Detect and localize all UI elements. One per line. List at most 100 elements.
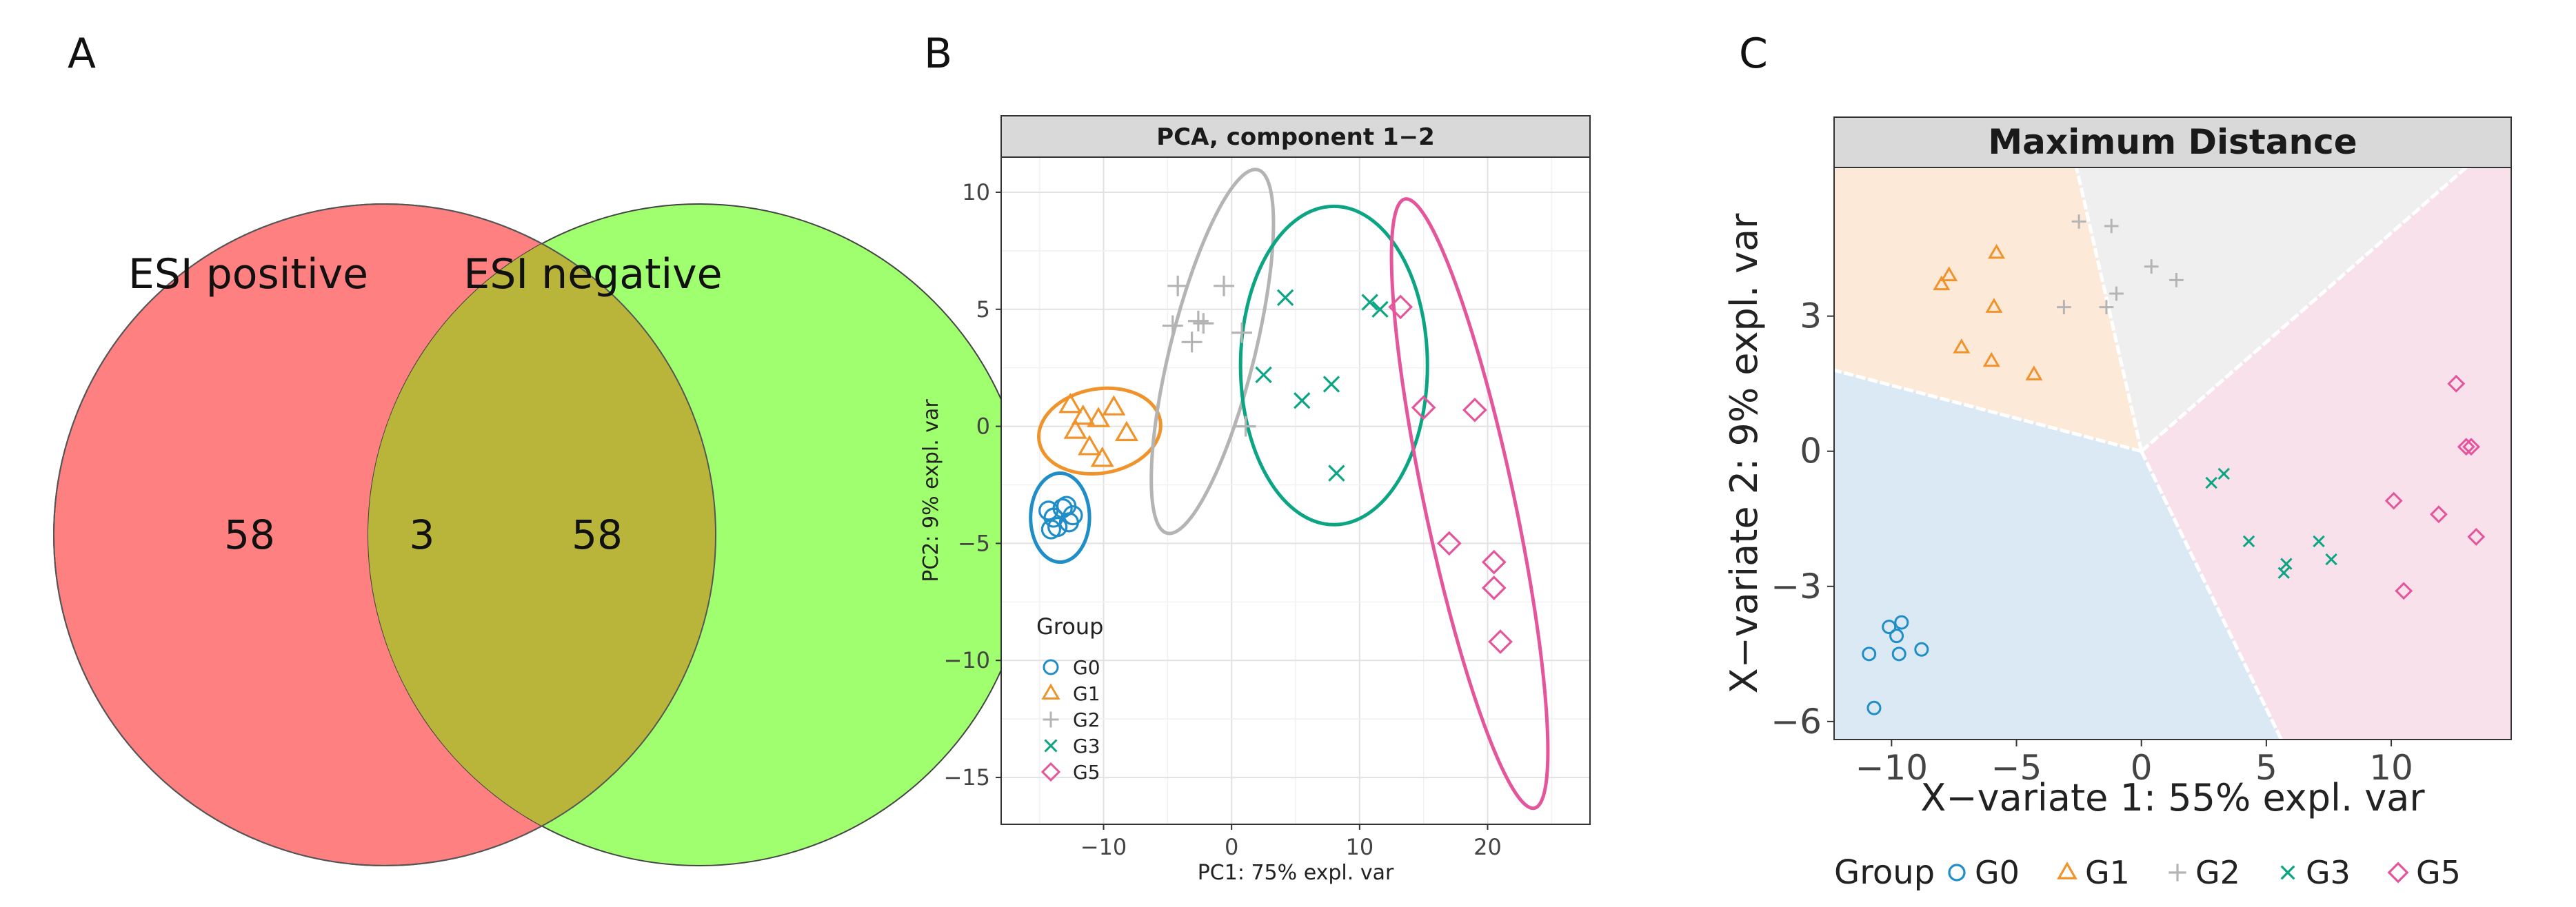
plsda-region-boundary [2075,167,2144,452]
pca-point-g5 [1411,395,1436,420]
plsda-legend-label-g1: G1 [2085,854,2130,891]
pca-y-tick-label: 5 [976,296,990,323]
plsda-point-g0 [1891,646,1906,662]
pca-legend: Group G0 G1 G2 G3 G5 [1036,613,1103,784]
pca-point-g1 [1087,407,1111,427]
pca-x-ticks: −10 0 10 20 [1080,824,1502,860]
plsda-point-g2 [2099,300,2114,314]
plsda-x-tick-label: 10 [2369,748,2413,788]
pca-point-g2 [1167,275,1189,296]
plsda-point-g2 [2169,273,2184,287]
plsda-point-g5 [2462,438,2480,456]
pca-legend-key-g0 [1043,659,1059,675]
pca-point-g1 [1114,420,1139,442]
pca-point-g3 [1255,366,1272,384]
plsda-point-g2 [2057,300,2071,314]
venn-left-title: ESI positive [128,250,368,298]
venn-right-title: ESI negative [463,250,722,298]
pca-point-g2 [1193,313,1214,334]
pca-point-g5 [1388,294,1413,320]
plsda-title-strip [1833,116,2512,168]
pca-point-g3 [1371,300,1389,318]
plsda-region-boundary [1834,368,2142,454]
plsda-point-g3 [2313,535,2325,548]
plsda-point-g3 [2205,476,2217,489]
plsda-legend-label-g2: G2 [2195,854,2240,891]
plsda-region-g5 [2141,167,2511,740]
pca-point-g3 [1294,392,1311,409]
pca-point-g5 [1488,629,1513,654]
plsda-point-g3 [2217,467,2230,480]
plsda-legend-label-g3: G3 [2306,854,2351,891]
pca-point-g1 [1078,435,1102,456]
venn-overlap-region [368,204,716,866]
pca-point-g2 [1231,322,1252,343]
pca-x-tick-label: 0 [1225,834,1238,860]
plsda-legend-key-g5 [2387,862,2409,884]
pca-ellipse-g5 [1389,197,1550,811]
plsda-point-g1 [1940,266,1958,282]
plsda-points [1862,214,2486,715]
plsda-point-g0 [1882,620,1897,635]
plsda-x-tick-label: 0 [2131,748,2153,788]
pca-legend-key-g1 [1041,683,1060,700]
plsda-y-tick-label: 0 [1800,431,1822,471]
pca-legend-label-g1: G1 [1073,682,1100,705]
plsda-x-ticks: −10 −5 0 5 10 [1855,740,2413,788]
plsda-x-label: X−variate 1: 55% expl. var [1920,776,2425,819]
panel-c: C Maximum Distance −10 −5 0 5 10 3 0 −3 −6 X−va… [1722,30,2512,892]
pca-ellipse-g2 [1149,167,1276,536]
pca-point-g1 [1063,418,1087,439]
plsda-point-g2 [2104,218,2119,234]
plsda-legend: Group G0 G1 G2 G3 G5 [1834,853,2461,892]
plsda-point-g1 [1985,298,2003,313]
pca-y-label: PC2: 9% expl. var [919,399,943,582]
plsda-legend-key-g2 [2169,864,2186,881]
plsda-point-g5 [2467,527,2486,546]
plsda-background-regions [1834,167,2511,740]
plsda-region-boundary [2140,450,2283,740]
plsda-point-g3 [2242,535,2255,548]
panel-label-c: C [1739,30,1768,78]
plsda-point-g1 [2025,365,2043,380]
venn-overlap-count: 3 [410,511,435,558]
plsda-y-tick-label: 3 [1800,296,1822,336]
plsda-region-boundary [2140,167,2468,453]
pca-point-g5 [1481,575,1507,600]
pca-point-g2 [1181,332,1203,353]
plsda-legend-key-g3 [2280,865,2295,880]
pca-y-tick-label: −15 [943,764,990,791]
pca-title: PCA, component 1−2 [1156,123,1435,151]
pca-y-tick-label: −10 [943,647,990,673]
pca-gridlines [1001,157,1590,824]
pca-point-g2 [1214,275,1234,296]
pca-point-g2 [1162,315,1183,336]
plsda-x-tick-label: 5 [2255,748,2277,788]
pca-point-g1 [1090,447,1114,467]
plsda-legend-key-g1 [2057,862,2077,879]
pca-y-tick-label: 10 [962,179,990,205]
pca-point-g5 [1462,397,1487,422]
pca-y-tick-label: −5 [958,530,990,556]
plsda-y-ticks: 3 0 −3 −6 [1771,296,1834,742]
plsda-point-g0 [1889,629,1904,644]
venn-left-only-count: 58 [224,511,275,558]
plsda-x-tick-label: −5 [1991,748,2042,788]
pca-point-g3 [1322,376,1340,393]
pca-point-g5 [1481,549,1507,575]
plsda-y-tick-label: −6 [1771,702,1822,742]
plsda-point-g1 [1982,351,2000,367]
pca-point-g2 [1235,416,1256,437]
pca-legend-label-g3: G3 [1073,735,1100,757]
pca-point-g5 [1436,531,1462,556]
pca-point-g1 [1071,404,1095,425]
plsda-point-g5 [2447,374,2466,393]
panel-label-a: A [68,30,96,78]
plsda-legend-label-g5: G5 [2416,854,2461,891]
panel-label-b: B [924,30,952,78]
plsda-point-g5 [2429,505,2448,524]
panel-a: A ESI positive ESI negative 58 3 58 [53,30,1031,866]
plsda-point-g1 [1988,243,2006,259]
pca-legend-label-g5: G5 [1073,761,1100,784]
